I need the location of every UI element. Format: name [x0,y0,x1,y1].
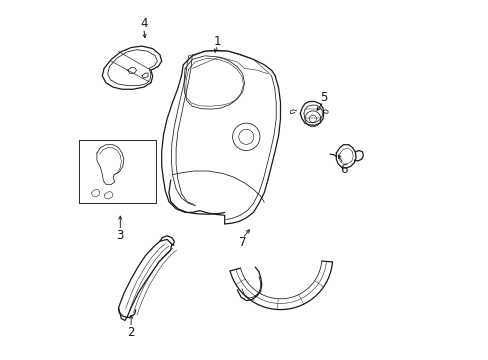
Bar [79,140,156,203]
Text: 3: 3 [116,229,124,242]
Text: 2: 2 [127,327,135,339]
Text: 1: 1 [213,35,221,48]
Text: 6: 6 [339,163,346,176]
Text: 7: 7 [239,237,246,249]
Text: 5: 5 [319,91,327,104]
Text: 4: 4 [140,17,147,30]
